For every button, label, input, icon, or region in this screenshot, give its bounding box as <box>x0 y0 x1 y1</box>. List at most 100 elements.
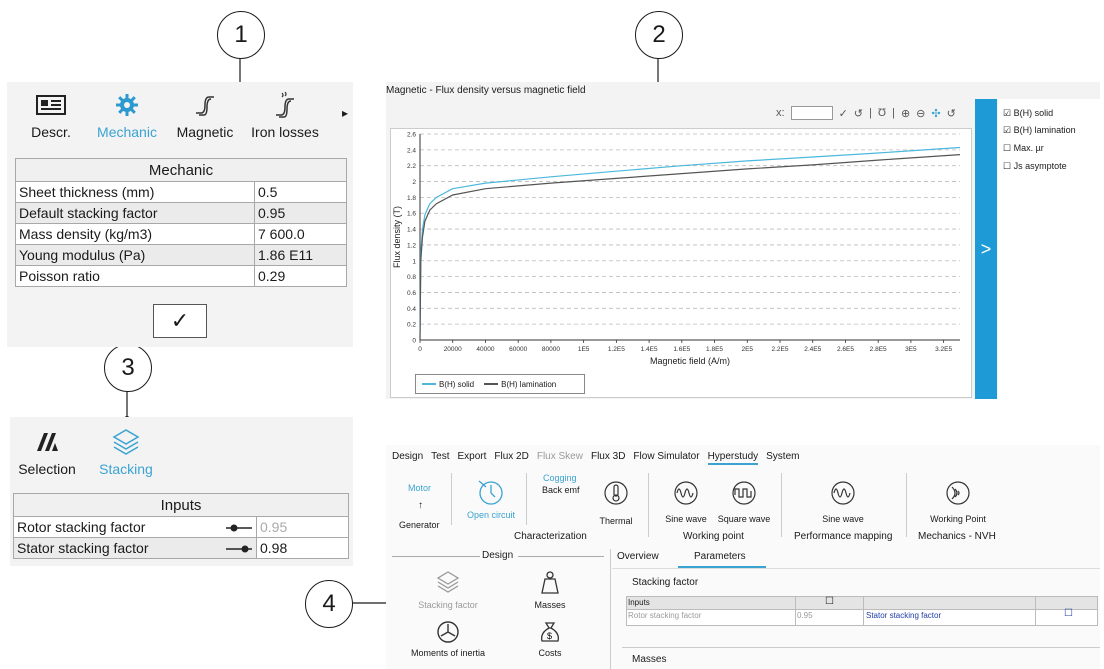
chart-legend: B(H) solid B(H) lamination <box>415 374 585 394</box>
stator-stacking-label: Stator stacking factor <box>17 540 149 556</box>
row-value[interactable]: 0.95 <box>256 516 349 538</box>
section-masses: Masses <box>632 654 667 665</box>
menu-flow-simulator[interactable]: Flow Simulator <box>633 451 700 462</box>
chart-toolbar: x: ✓ ↺ | Ʊ | ⊕ ⊖ ✣ ↺ <box>776 105 956 121</box>
pan-icon[interactable]: ✣ <box>931 107 941 120</box>
motor-generator-switch[interactable]: ↑ <box>418 500 423 511</box>
open-circuit-label: Open circuit <box>466 510 516 520</box>
money-bag-icon: $ <box>541 622 559 642</box>
working-point-button[interactable]: Working Point <box>926 477 990 524</box>
confirm-button[interactable]: ✓ <box>153 304 207 338</box>
menu-system[interactable]: System <box>766 451 800 462</box>
col-divider <box>1035 597 1036 625</box>
motor-option[interactable]: Motor <box>408 483 432 493</box>
rotor-stacking-label: Rotor stacking factor <box>17 519 146 535</box>
row-value[interactable]: 0.5 <box>254 181 347 203</box>
tab-overview[interactable]: Overview <box>617 551 659 562</box>
row-value[interactable]: 1.86 E11 <box>254 244 347 266</box>
x-value-input[interactable] <box>790 106 833 120</box>
reset-view-icon[interactable]: ↺ <box>946 107 956 120</box>
back-emf-button[interactable]: Back emf <box>542 485 580 495</box>
stator-stacking-label: Stator stacking factor <box>866 611 942 620</box>
costs-button[interactable]: $ Costs <box>524 619 576 658</box>
chart-panel: Magnetic - Flux density versus magnetic … <box>386 82 1100 399</box>
design-header: Design <box>482 550 514 561</box>
mechanic-table: Mechanic Sheet thickness (mm) 0.5 Default… <box>15 158 347 287</box>
rotor-stacking-value[interactable]: 0.95 <box>797 611 813 620</box>
table-title: Inputs <box>13 493 349 517</box>
magnet-icon[interactable]: Ʊ <box>877 107 887 119</box>
x-tick-label: 2.8E5 <box>870 346 887 353</box>
zoom-out-icon[interactable]: ⊖ <box>916 107 926 120</box>
x-tick-label: 2.4E5 <box>804 346 821 353</box>
masses-label: Masses <box>534 600 566 610</box>
link-toggle-icon[interactable] <box>226 523 252 533</box>
menu-design[interactable]: Design <box>392 451 424 462</box>
sine-wave-button[interactable]: Sine wave <box>661 477 711 524</box>
tab-stacking[interactable]: Stacking <box>96 425 156 477</box>
sine-wave-mapping-button[interactable]: Sine wave <box>818 477 868 524</box>
menu-test[interactable]: Test <box>431 451 450 462</box>
tab-label: Mechanic <box>97 124 157 140</box>
tab-magnetic[interactable]: Magnetic <box>173 88 237 140</box>
callout-1: 1 <box>217 11 265 59</box>
plot-frame <box>390 128 972 398</box>
row-value[interactable]: 0.29 <box>254 265 347 287</box>
stacking-factor-label: Stacking factor <box>418 600 478 610</box>
row-label: Sheet thickness (mm) <box>15 181 255 203</box>
y-tick-label: 0.8 <box>407 274 416 281</box>
option-label: Js asymptote <box>1013 161 1067 171</box>
tab-selection[interactable]: Selection <box>14 425 80 477</box>
y-tick-label: 0.6 <box>407 290 416 297</box>
callout-4: 4 <box>305 580 353 628</box>
menu-hyperstudy[interactable]: Hyperstudy <box>707 451 759 465</box>
link-toggle-icon[interactable] <box>226 544 252 554</box>
thermal-label: Thermal <box>599 516 633 526</box>
row-value[interactable]: 0.95 <box>254 202 347 224</box>
square-wave-button[interactable]: Square wave <box>714 477 774 524</box>
inputs-header: Inputs <box>628 598 650 607</box>
header-checkbox-icon[interactable]: ☐ <box>825 596 834 607</box>
row-label: Poisson ratio <box>15 265 255 287</box>
cogging-button[interactable]: Cogging <box>543 473 577 483</box>
option-max-mur[interactable]: ☐ Max. µr <box>1003 143 1044 154</box>
zoom-in-icon[interactable]: ⊕ <box>900 107 911 120</box>
series-line-bh-lamination <box>419 154 961 341</box>
stacking-factor-button[interactable]: Stacking factor <box>408 569 488 610</box>
stator-checkbox-icon[interactable]: ☐ <box>1064 608 1073 619</box>
design-header-line-left <box>392 556 480 557</box>
thermometer-icon <box>604 481 628 505</box>
undo-icon[interactable]: ↺ <box>853 107 863 120</box>
checkbox-checked-icon: ☑ <box>1003 125 1012 135</box>
thermal-button[interactable]: Thermal <box>596 477 636 526</box>
sine-wave-label: Sine wave <box>822 514 864 524</box>
tab-iron-losses[interactable]: Iron losses <box>245 88 325 140</box>
col-divider <box>795 597 796 625</box>
more-tabs-arrow[interactable]: ▸ <box>342 106 349 120</box>
moments-of-inertia-button[interactable]: Moments of inertia <box>402 619 494 658</box>
tab-mechanic[interactable]: Mechanic <box>93 88 161 140</box>
menu-export[interactable]: Export <box>457 451 487 462</box>
check-icon[interactable]: ✓ <box>838 107 848 120</box>
option-bh-lamination[interactable]: ☑ B(H) lamination <box>1003 125 1076 136</box>
menu-flux-3d[interactable]: Flux 3D <box>590 451 626 462</box>
row-value[interactable]: 0.98 <box>256 537 349 559</box>
toggle-options-button[interactable]: > <box>975 99 997 399</box>
svg-text:$: $ <box>547 631 552 641</box>
generator-option[interactable]: Generator <box>399 520 440 530</box>
chart-title: Magnetic - Flux density versus magnetic … <box>386 85 586 96</box>
masses-button[interactable]: Masses <box>522 569 578 610</box>
menu-flux-2d[interactable]: Flux 2D <box>494 451 529 462</box>
menu-flux-skew[interactable]: Flux Skew <box>536 451 583 462</box>
tab-parameters[interactable]: Parameters <box>694 551 746 562</box>
row-value[interactable]: 7 600.0 <box>254 223 347 245</box>
option-bh-solid[interactable]: ☑ B(H) solid <box>1003 108 1053 119</box>
option-label: B(H) solid <box>1013 108 1054 118</box>
square-wave-icon <box>732 481 756 505</box>
tab-descr[interactable]: Descr. <box>22 88 80 140</box>
y-tick-label: 0.2 <box>407 322 416 329</box>
option-js-asymptote[interactable]: ☐ Js asymptote <box>1003 161 1067 172</box>
legend-item-solid: B(H) solid <box>422 380 474 389</box>
open-circuit-button[interactable]: Open circuit <box>464 477 518 520</box>
x-tick-label: 2.2E5 <box>772 346 789 353</box>
